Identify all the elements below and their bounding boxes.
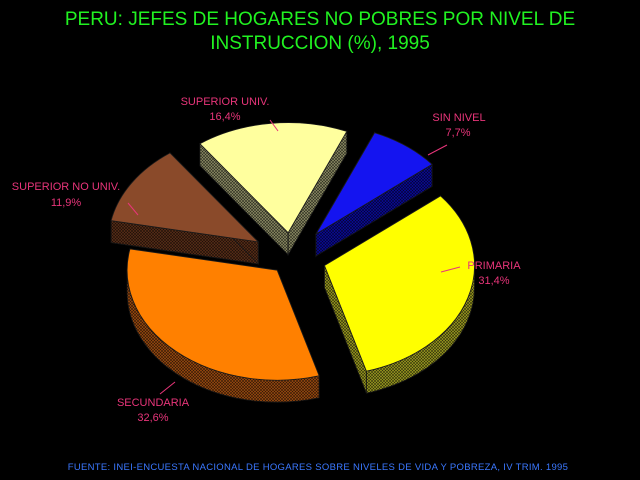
slice-rim-hatch-primaria-0 — [366, 265, 475, 394]
slice-value-superior-no-univ: 11,9% — [51, 197, 82, 209]
leader-line-sin-nivel — [427, 144, 448, 156]
leader-line-primaria — [440, 266, 461, 273]
source-footnote: FUENTE: INEI-ENCUESTA NACIONAL DE HOGARE… — [68, 462, 568, 473]
slice-top-secundaria — [126, 248, 320, 381]
slice-top-superior-no-univ — [110, 152, 260, 243]
leader-line-superior-no-univ — [127, 202, 139, 216]
slice-label-sin-nivel: SIN NIVEL — [432, 112, 485, 124]
slice-value-secundaria: 32,6% — [137, 412, 168, 424]
chart-title-line-1: PERU: JEFES DE HOGARES NO POBRES POR NIV… — [65, 9, 575, 30]
slice-wall-hatch-primaria-1 — [324, 265, 367, 394]
slice-wall-hatch-superior-univ-0 — [199, 143, 289, 255]
leader-line-secundaria — [159, 381, 176, 395]
slice-label-secundaria: SECUNDARIA — [117, 397, 190, 409]
pie-slice-secundaria — [126, 248, 320, 403]
leader-line-superior-univ — [269, 119, 279, 132]
pie-slice-sin-nivel — [314, 131, 433, 258]
leader-lines — [127, 119, 461, 395]
slice-rim-hatch-secundaria-0 — [127, 270, 320, 403]
pie-slice-superior-univ — [199, 122, 348, 257]
chart-title-line-2: INSTRUCCION (%), 1995 — [210, 33, 430, 54]
slice-wall-hatch-sin-nivel-1 — [315, 164, 433, 256]
pie-slices — [110, 122, 475, 403]
slice-label-superior-univ: SUPERIOR UNIV. — [181, 96, 270, 108]
pie-slice-superior-no-univ — [110, 151, 260, 265]
slice-wall-hatch-superior-no-univ-0 — [111, 220, 259, 264]
slice-value-primaria: 31,4% — [478, 275, 509, 287]
slice-wall-hatch-superior-univ-1 — [288, 131, 347, 255]
slice-label-superior-no-univ: SUPERIOR NO UNIV. — [12, 181, 120, 193]
slice-value-superior-univ: 16,4% — [209, 111, 240, 123]
slice-top-primaria — [323, 195, 475, 372]
slice-top-sin-nivel — [314, 132, 433, 236]
pie-slice-primaria — [323, 195, 475, 394]
slice-top-superior-univ — [199, 122, 348, 234]
slice-value-sin-nivel: 7,7% — [445, 127, 470, 139]
slice-label-primaria: PRIMARIA — [467, 260, 521, 272]
